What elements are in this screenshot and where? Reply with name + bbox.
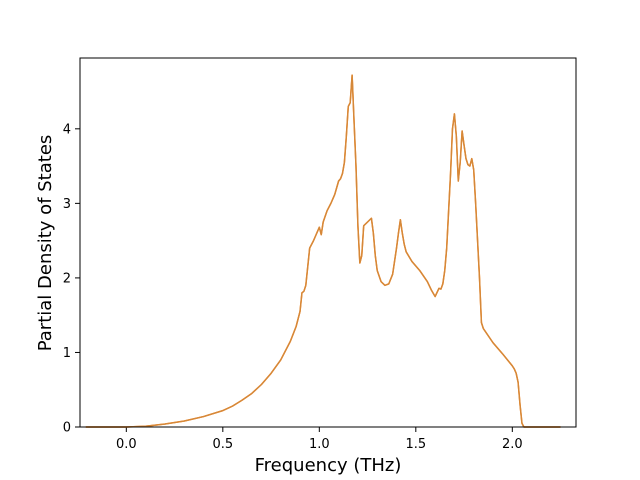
series-line-overlay-0 <box>85 74 561 428</box>
x-tick-label: 0.5 <box>212 437 233 452</box>
y-tick-label: 1 <box>63 346 71 361</box>
x-axis-ticks: 0.0 0.5 1.0 1.5 2.0 <box>116 427 523 452</box>
series-layer <box>85 74 561 428</box>
y-tick-label: 0 <box>63 421 71 436</box>
plot-frame <box>79 57 577 428</box>
plot-area <box>80 58 576 427</box>
x-axis-label: Frequency (THz) <box>255 455 402 476</box>
x-tick-label: 0.0 <box>116 437 137 452</box>
y-tick-label: 4 <box>63 122 71 137</box>
x-tick-label: 1.5 <box>405 437 426 452</box>
y-axis-ticks: 0 1 2 3 4 <box>63 122 80 436</box>
y-axis-label: Partial Density of States <box>35 135 56 352</box>
y-tick-label: 3 <box>63 197 71 212</box>
x-tick-label: 1.0 <box>309 437 330 452</box>
x-tick-label: 2.0 <box>502 437 523 452</box>
y-tick-label: 2 <box>63 271 71 286</box>
